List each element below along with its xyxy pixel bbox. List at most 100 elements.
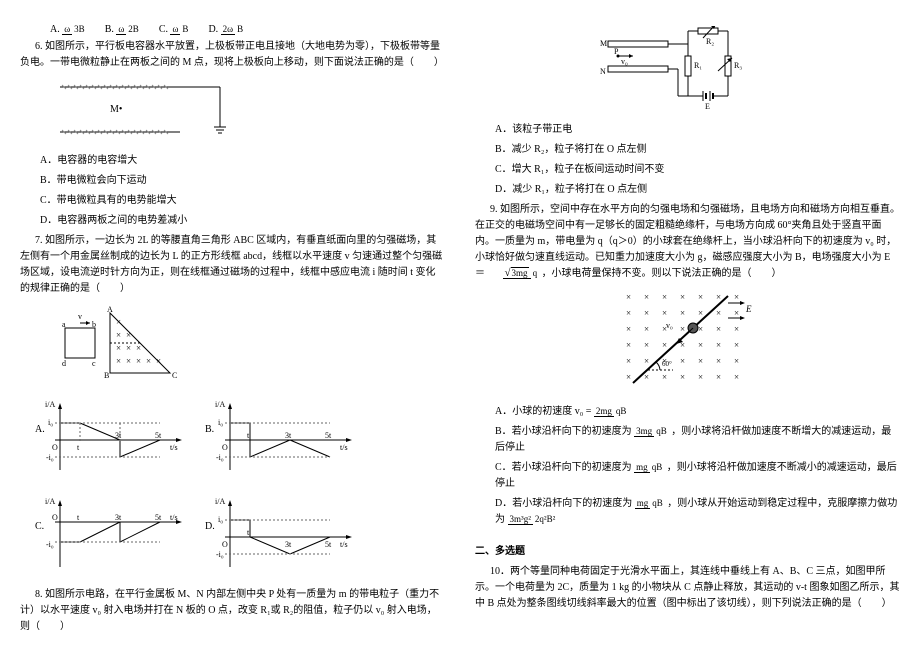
- svg-text:×: ×: [662, 372, 667, 382]
- svg-text:×: ×: [126, 330, 131, 340]
- svg-text:O: O: [52, 513, 58, 522]
- svg-text:×: ×: [716, 340, 721, 350]
- frac-d: 3B: [72, 24, 87, 34]
- svg-text:×: ×: [662, 340, 667, 350]
- section-2: 二、多选题: [475, 544, 900, 560]
- svg-text:O: O: [222, 540, 228, 549]
- svg-text:×: ×: [680, 324, 685, 334]
- svg-text:N: N: [600, 67, 606, 76]
- svg-text:E: E: [745, 304, 752, 314]
- svg-text:×: ×: [156, 356, 161, 366]
- svg-text:×: ×: [644, 324, 649, 334]
- svg-text:×: ×: [626, 324, 631, 334]
- svg-text:R₃: R₃: [734, 61, 742, 70]
- svg-text:i₀: i₀: [48, 418, 53, 427]
- svg-text:×: ×: [716, 356, 721, 366]
- svg-text:5t: 5t: [155, 431, 162, 440]
- svg-text:×: ×: [716, 372, 721, 382]
- svg-text:-i₀: -i₀: [46, 540, 54, 549]
- svg-text:×: ×: [680, 372, 685, 382]
- opt-a-label: A.: [50, 24, 60, 35]
- svg-text:i/A: i/A: [45, 400, 55, 409]
- q6-a: A．电容器的电容增大: [40, 153, 445, 169]
- q7-opt-b: B.: [205, 424, 214, 435]
- q6-text: 6. 如图所示，平行板电容器水平放置，上极板带正电且接地（大地电势为零），下极板…: [20, 39, 445, 71]
- svg-text:×: ×: [734, 372, 739, 382]
- svg-text:×: ×: [734, 292, 739, 302]
- svg-text:t/s: t/s: [340, 443, 348, 452]
- svg-text:B: B: [104, 371, 109, 380]
- q9-figure: ××××××× ××××××× ××××××× ××××××× ××××××× …: [618, 288, 758, 398]
- svg-text:×: ×: [680, 292, 685, 302]
- svg-text:5t: 5t: [325, 540, 332, 549]
- svg-text:×: ×: [662, 292, 667, 302]
- svg-text:R₂: R₂: [706, 37, 714, 46]
- svg-text:t/s: t/s: [170, 513, 178, 522]
- svg-text:5t: 5t: [155, 513, 162, 522]
- q8-d: D．减少 R₁，粒子将打在 O 点左侧: [495, 182, 900, 198]
- q8-c: C．增大 R₁，粒子在板间运动时间不变: [495, 162, 900, 178]
- q10-text: 10．两个等量同种电荷固定于光滑水平面上，其连线中垂线上有 A、B、C 三点，如…: [475, 564, 900, 612]
- svg-text:×: ×: [644, 340, 649, 350]
- q6-figure: M•: [50, 77, 250, 147]
- svg-text:v₀: v₀: [666, 321, 673, 330]
- svg-text:×: ×: [734, 308, 739, 318]
- svg-text:i₀: i₀: [218, 515, 223, 524]
- svg-text:×: ×: [136, 343, 141, 353]
- q7-text: 7. 如图所示，一边长为 2L 的等腰直角三角形 ABC 区域内，有垂直纸面向里…: [20, 233, 445, 297]
- svg-text:t/s: t/s: [170, 443, 178, 452]
- q6-b: B．带电微粒会向下运动: [40, 173, 445, 189]
- svg-text:×: ×: [680, 308, 685, 318]
- q8-text: 8. 如图所示电路，在平行金属板 M、N 内部左侧中央 P 处有一质量为 m 的…: [20, 587, 445, 635]
- svg-text:×: ×: [716, 308, 721, 318]
- svg-text:×: ×: [734, 356, 739, 366]
- svg-text:×: ×: [716, 292, 721, 302]
- q8-a: A．该粒子带正电: [495, 122, 900, 138]
- svg-text:×: ×: [116, 343, 121, 353]
- svg-text:×: ×: [734, 324, 739, 334]
- svg-text:3t: 3t: [115, 431, 122, 440]
- svg-text:R₁: R₁: [694, 61, 702, 70]
- svg-text:×: ×: [626, 372, 631, 382]
- svg-text:×: ×: [626, 340, 631, 350]
- svg-text:M•: M•: [110, 104, 122, 115]
- svg-text:×: ×: [126, 356, 131, 366]
- svg-text:a: a: [62, 320, 66, 329]
- svg-text:×: ×: [644, 308, 649, 318]
- svg-text:3t: 3t: [115, 513, 122, 522]
- svg-text:O: O: [52, 443, 58, 452]
- svg-text:b: b: [92, 320, 96, 329]
- q7-graph-a: i/A t/s i₀ -i₀ t 3t 5t O: [40, 395, 190, 480]
- svg-text:60°: 60°: [662, 360, 672, 368]
- svg-text:O: O: [222, 443, 228, 452]
- svg-text:×: ×: [698, 372, 703, 382]
- svg-text:5t: 5t: [325, 431, 332, 440]
- svg-text:-i₀: -i₀: [46, 453, 54, 462]
- svg-text:×: ×: [716, 324, 721, 334]
- svg-text:c: c: [92, 359, 96, 368]
- svg-text:×: ×: [146, 356, 151, 366]
- svg-text:i/A: i/A: [45, 497, 55, 506]
- q7-graph-b: i/A t/s i₀ -i₀ t 3t 5t O: [210, 395, 360, 480]
- svg-text:×: ×: [644, 292, 649, 302]
- opt-c-label: C.: [159, 24, 168, 35]
- svg-text:v: v: [78, 312, 82, 321]
- q8-circuit: M N P v₀ R₂ R₁ R₃ E: [598, 26, 778, 116]
- svg-text:-i₀: -i₀: [216, 550, 224, 559]
- svg-text:×: ×: [698, 356, 703, 366]
- frac-n: ω: [62, 24, 72, 35]
- svg-text:×: ×: [126, 343, 131, 353]
- svg-text:×: ×: [662, 308, 667, 318]
- svg-text:t/s: t/s: [340, 540, 348, 549]
- q9-b: B．若小球沿杆向下的初速度为 3mgqB ，则小球将沿杆做加速度不断增大的减速运…: [495, 424, 900, 456]
- svg-text:i/A: i/A: [215, 497, 225, 506]
- q8-b: B．减少 R₂，粒子将打在 O 点左侧: [495, 142, 900, 158]
- svg-text:M: M: [600, 39, 607, 48]
- q7-graph-c: i/A t/s -i₀ t 3t 5t O: [40, 492, 190, 577]
- svg-text:t: t: [77, 443, 80, 452]
- svg-text:C: C: [172, 371, 177, 380]
- svg-text:×: ×: [626, 356, 631, 366]
- svg-text:P: P: [614, 47, 619, 56]
- svg-text:3t: 3t: [285, 431, 292, 440]
- svg-text:×: ×: [698, 292, 703, 302]
